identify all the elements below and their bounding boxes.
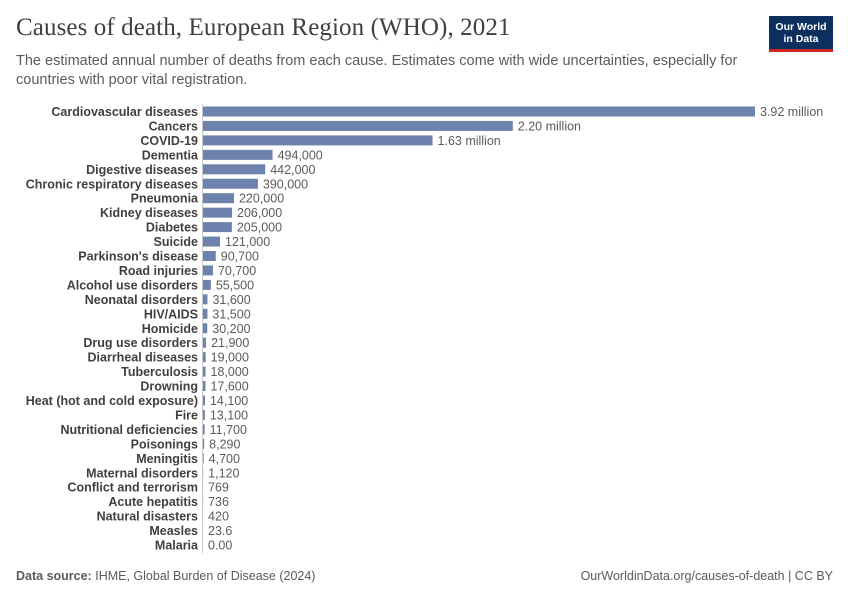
category-label: Acute hepatitis [108, 495, 198, 509]
value-label: 17,600 [210, 380, 248, 394]
value-label: 1,120 [208, 466, 239, 480]
value-label: 23.6 [208, 524, 232, 538]
category-label: COVID-19 [140, 134, 198, 148]
value-label: 205,000 [237, 221, 282, 235]
value-label: 31,500 [212, 307, 250, 321]
category-label: Homicide [142, 322, 198, 336]
value-label: 0.00 [208, 539, 232, 553]
url-license[interactable]: OurWorldinData.org/causes-of-death | CC … [580, 569, 833, 583]
category-label: Suicide [154, 235, 199, 249]
value-label: 769 [208, 481, 229, 495]
category-label: Tuberculosis [121, 365, 198, 379]
bar [203, 207, 233, 218]
value-label: 121,000 [225, 235, 270, 249]
owid-logo[interactable]: Our World in Data [769, 16, 833, 52]
category-label: Natural disasters [97, 510, 198, 524]
category-label: Poisonings [131, 437, 198, 451]
chart-title: Causes of death, European Region (WHO), … [16, 14, 511, 41]
value-label: 8,290 [209, 437, 240, 451]
value-label: 1.63 million [438, 134, 501, 148]
value-label: 21,900 [211, 336, 249, 350]
bar [203, 308, 208, 319]
category-label: Drowning [140, 380, 198, 394]
value-label: 2.20 million [518, 119, 581, 133]
logo-line-2: in Data [783, 33, 819, 45]
bar [203, 236, 221, 247]
category-label: HIV/AIDS [144, 307, 198, 321]
value-label: 31,600 [212, 293, 250, 307]
category-label: Maternal disorders [86, 466, 198, 480]
value-label: 206,000 [237, 206, 282, 220]
value-label: 4,700 [209, 452, 240, 466]
bar [203, 193, 234, 204]
value-label: 11,700 [210, 423, 247, 437]
chart-subtitle: The estimated annual number of deaths fr… [16, 53, 738, 88]
value-label: 18,000 [211, 365, 249, 379]
bar [203, 178, 258, 189]
bar [203, 149, 273, 160]
category-label: Kidney diseases [100, 206, 198, 220]
category-label: Digestive diseases [86, 163, 198, 177]
bar [203, 294, 208, 305]
bar [203, 120, 513, 131]
category-label: Dementia [142, 148, 199, 162]
value-label: 390,000 [263, 177, 308, 191]
category-label: Neonatal disorders [85, 293, 198, 307]
data-source-label: Data source: [16, 569, 92, 583]
bar [203, 279, 211, 290]
bar [203, 323, 208, 334]
category-label: Pneumonia [131, 192, 199, 206]
category-label: Nutritional deficiencies [60, 423, 198, 437]
value-label: 442,000 [270, 163, 315, 177]
category-label: Conflict and terrorism [67, 481, 198, 495]
bar [203, 424, 205, 435]
value-label: 90,700 [221, 250, 259, 264]
bar [203, 366, 206, 377]
bar [203, 381, 206, 392]
category-label: Alcohol use disorders [67, 278, 198, 292]
category-label: Heat (hot and cold exposure) [26, 394, 198, 408]
category-label: Road injuries [119, 264, 198, 278]
value-label: 55,500 [216, 278, 254, 292]
value-label: 220,000 [239, 192, 284, 206]
category-label: Chronic respiratory diseases [26, 177, 198, 191]
bar [203, 164, 266, 175]
bar [203, 409, 205, 420]
bar [203, 222, 232, 233]
category-label: Cancers [149, 119, 198, 133]
value-label: 3.92 million [760, 105, 823, 119]
value-label: 420 [208, 510, 229, 524]
category-label: Diabetes [146, 221, 198, 235]
bar [203, 352, 206, 363]
bar [203, 251, 216, 261]
category-label: Measles [149, 524, 198, 538]
logo-line-1: Our World [775, 21, 827, 33]
category-label: Malaria [155, 539, 199, 553]
value-label: 19,000 [211, 351, 249, 365]
bar [203, 265, 213, 276]
category-label: Meningitis [136, 452, 198, 466]
bar [203, 106, 755, 117]
category-label: Drug use disorders [83, 336, 198, 350]
bar [203, 337, 207, 348]
value-label: 70,700 [218, 264, 256, 278]
value-label: 14,100 [210, 394, 248, 408]
bar [203, 395, 205, 406]
value-label: 30,200 [212, 322, 250, 336]
data-source: Data source: IHME, Global Burden of Dise… [16, 569, 315, 583]
bar-chart: Cardiovascular diseases 3.92 million Cance… [26, 104, 823, 553]
data-source-link[interactable]: IHME, Global Burden of Disease (2024) [95, 569, 316, 583]
value-label: 494,000 [278, 148, 323, 162]
bar [203, 438, 205, 449]
value-label: 13,100 [210, 408, 248, 422]
category-label: Parkinson's disease [78, 250, 198, 264]
category-label: Diarrheal diseases [88, 351, 199, 365]
category-label: Cardiovascular diseases [51, 105, 198, 119]
value-label: 736 [208, 495, 229, 509]
category-label: Fire [175, 408, 198, 422]
bar [203, 135, 433, 146]
bar [203, 453, 204, 464]
